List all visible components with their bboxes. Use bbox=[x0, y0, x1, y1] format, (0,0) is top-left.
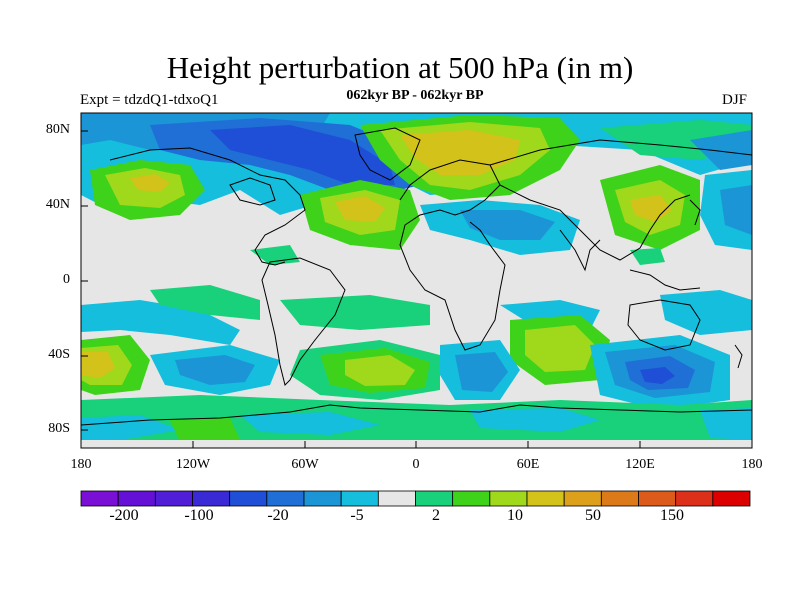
coastline bbox=[489, 139, 752, 261]
colorbar-label: 10 bbox=[507, 507, 523, 524]
colorbar-label: -200 bbox=[109, 507, 139, 524]
colorbar-swatch bbox=[452, 490, 491, 507]
contour-region bbox=[150, 285, 260, 320]
colorbar-swatch bbox=[675, 490, 714, 507]
colorbar-swatch bbox=[229, 490, 268, 507]
contour-region bbox=[400, 130, 520, 175]
coastline bbox=[629, 269, 701, 291]
experiment-label: Expt = tdzdQ1-tdxoQ1 bbox=[80, 92, 219, 108]
colorbar-swatch bbox=[712, 490, 751, 507]
contour-region bbox=[630, 248, 665, 265]
contour-region bbox=[690, 130, 752, 170]
colorbar-swatch bbox=[563, 490, 602, 507]
coastline bbox=[229, 177, 276, 206]
y-tick-label: 40S bbox=[48, 347, 70, 362]
contour-region bbox=[640, 367, 675, 384]
contour-region bbox=[345, 355, 415, 386]
colorbar-swatch bbox=[80, 490, 119, 507]
colorbar-label: 150 bbox=[660, 507, 684, 524]
colorbar-swatch bbox=[600, 490, 639, 507]
tick-marks bbox=[80, 130, 753, 448]
coastline bbox=[109, 147, 306, 266]
colorbar-label: -20 bbox=[267, 507, 289, 524]
y-tick-label: 40N bbox=[45, 197, 70, 212]
colorbar-swatch bbox=[415, 490, 454, 507]
y-tick-label: 80N bbox=[45, 122, 70, 137]
coastline bbox=[559, 229, 601, 272]
colorbar-swatch bbox=[526, 490, 565, 507]
map-title: Height perturbation at 500 hPa (in m) bbox=[166, 50, 634, 85]
contour-region bbox=[240, 412, 380, 435]
coastline bbox=[81, 404, 752, 426]
contour-region bbox=[525, 325, 595, 372]
x-tick-label: 60E bbox=[516, 457, 540, 472]
contour-region bbox=[170, 418, 240, 442]
map-subtitle: 062kyr BP - 062kyr BP bbox=[346, 88, 484, 103]
contour-region bbox=[175, 355, 255, 385]
x-tick-label: 0 bbox=[412, 457, 420, 472]
colorbar-swatch bbox=[638, 490, 677, 507]
colorbar-swatch bbox=[303, 490, 342, 507]
contour-region bbox=[81, 415, 180, 440]
colorbar-label: -5 bbox=[350, 507, 364, 524]
colorbar-label: 50 bbox=[585, 507, 601, 524]
contour-region bbox=[700, 408, 752, 440]
contour-region bbox=[630, 195, 672, 222]
contour-region bbox=[280, 295, 430, 330]
colorbar-swatch bbox=[340, 490, 379, 507]
contour-region bbox=[470, 408, 600, 432]
contour-region bbox=[335, 196, 385, 222]
contour-region bbox=[81, 352, 115, 378]
coastlines bbox=[81, 127, 752, 426]
colorbar-swatch bbox=[377, 490, 416, 507]
colorbar-swatch bbox=[117, 490, 156, 507]
x-tick-label: 120W bbox=[175, 457, 211, 472]
y-tick-label: 0 bbox=[63, 272, 70, 287]
colorbar-swatch bbox=[489, 490, 528, 507]
colorbar-label: 2 bbox=[432, 507, 440, 524]
x-tick-label: 60W bbox=[291, 457, 319, 472]
colorbar-swatch bbox=[192, 490, 231, 507]
contour-region bbox=[455, 352, 508, 392]
x-tick-label: 120E bbox=[625, 457, 655, 472]
coastline bbox=[261, 257, 346, 386]
colorbar bbox=[80, 490, 751, 507]
x-tick-label: 180 bbox=[741, 457, 763, 472]
colorbar-label: -100 bbox=[184, 507, 214, 524]
colorbar-swatch bbox=[154, 490, 193, 507]
colorbar-swatch bbox=[266, 490, 305, 507]
coastline bbox=[689, 199, 701, 226]
coastline bbox=[627, 299, 701, 351]
contour-region bbox=[660, 290, 752, 335]
coastline bbox=[734, 344, 743, 369]
contour-region bbox=[210, 125, 395, 185]
x-tick-label: 180 bbox=[70, 457, 92, 472]
contour-region bbox=[130, 174, 170, 192]
contour-region bbox=[81, 395, 752, 448]
season-label: DJF bbox=[722, 92, 748, 108]
coastline bbox=[354, 127, 421, 181]
y-tick-label: 80S bbox=[48, 421, 70, 436]
contour-region bbox=[460, 210, 555, 240]
contour-region bbox=[720, 185, 752, 235]
